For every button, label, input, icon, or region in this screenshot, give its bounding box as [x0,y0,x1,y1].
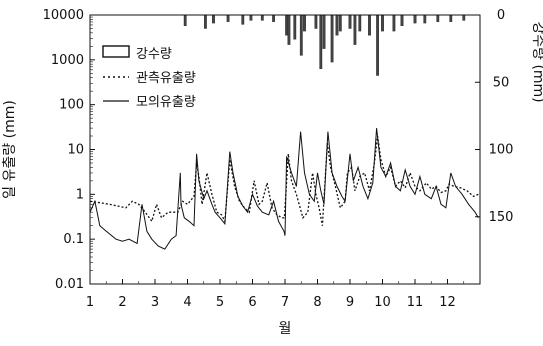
rain-bar [183,14,187,27]
rain-bar [226,14,230,22]
rain-bar [376,14,379,76]
y2-tick-label: 150 [489,210,514,225]
rain-bar [241,14,245,25]
rain-bar [358,14,362,32]
legend-label: 모의유출량 [136,95,196,110]
y-tick-label: 0.1 [63,232,84,247]
y-tick-label: 10000 [43,8,84,23]
x-tick-label: 1 [86,295,94,310]
x-tick-label: 10 [374,295,391,310]
rain-bar [299,14,303,56]
x-tick-label: 2 [118,295,126,310]
rain-bar [272,14,275,22]
y2-tick-label: 50 [493,75,510,90]
rain-bar [462,14,466,21]
rain-bar [449,14,453,22]
rain-bar [413,14,417,24]
rain-bar [212,14,215,24]
observed-runoff-line [90,135,479,226]
x-axis-title: 월 [279,321,292,337]
x-tick-label: 5 [216,295,224,310]
rain-bar [348,14,352,29]
x-tick-label: 9 [346,295,354,310]
x-tick-label: 4 [183,295,191,310]
rain-bar [368,14,371,36]
rain-bar [436,14,440,22]
rain-bar [314,14,318,29]
rain-bar [322,14,326,49]
y-tick-label: 0.01 [55,277,84,292]
rain-bar [203,14,207,29]
x-tick-label: 6 [248,295,256,310]
rain-bar [335,14,339,36]
y2-tick-label: 100 [489,143,514,158]
rain-bar [392,14,396,32]
x-tick-label: 7 [281,295,289,310]
rain-bar [338,14,342,32]
y-tick-label: 1000 [51,53,84,68]
rain-bar [287,14,291,45]
legend-swatch-rainfall [102,45,130,58]
rain-bar [400,14,404,27]
y-axis-title: 일 유출량 (mm) [2,100,18,199]
y2-tick-label: 0 [497,8,505,23]
rain-bar [330,14,334,63]
y-tick-label: 1 [76,187,84,202]
x-tick-label: 11 [407,295,424,310]
x-tick-label: 8 [313,295,321,310]
rain-bar [249,14,253,21]
rain-bar [381,14,384,32]
rain-bar [353,14,357,45]
y-tick-label: 100 [59,98,84,113]
rain-bar [293,14,297,40]
legend-label: 관측유출량 [136,71,196,86]
rain-bar [260,14,264,21]
x-tick-label: 3 [151,295,159,310]
simulated-runoff-line [90,128,479,250]
rain-bar [319,14,323,69]
y-tick-label: 10 [67,143,84,158]
rain-bar [423,14,427,24]
rain-bar [285,14,288,36]
rain-bar [303,14,306,32]
y2-axis-title: 강수량 (mm) [530,21,543,102]
legend-label: 강수량 [136,47,172,62]
x-tick-label: 12 [439,295,456,310]
